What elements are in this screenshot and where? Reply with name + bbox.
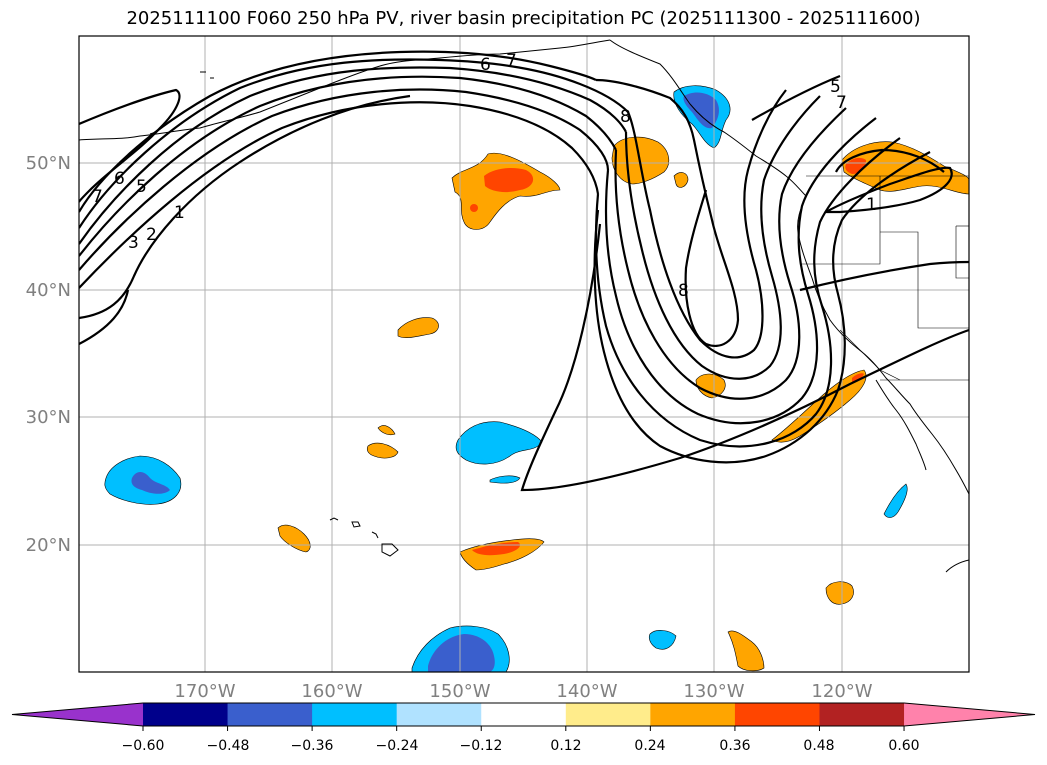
colorbar [11, 702, 1036, 731]
contour-labels: 7 6 5 3 2 1 6 7 8 8 5 7 1 [92, 51, 877, 301]
colorbar-tick-label: 0.60 [888, 738, 919, 754]
colorbar-tick-label: 0.24 [634, 738, 665, 754]
colorbar-extend-max [904, 703, 1035, 726]
colorbar-segment [481, 703, 567, 726]
map-frame [78, 35, 970, 673]
lat-label: 50°N [26, 153, 71, 174]
colorbar-segment [227, 703, 313, 726]
colorbar-tick-label: −0.36 [291, 738, 334, 754]
contour-label: 5 [830, 77, 841, 97]
pv-contours [79, 50, 969, 492]
contour-label: 8 [620, 107, 631, 127]
positive-anomaly-region [459, 538, 545, 571]
contour-label: 1 [174, 203, 185, 223]
lon-label: 120°W [811, 681, 872, 702]
lon-label: 160°W [301, 681, 362, 702]
colorbar-segment [565, 703, 651, 726]
map-title: 2025111100 F060 250 hPa PV, river basin … [126, 8, 921, 29]
graticule [79, 36, 969, 672]
positive-strong-region [484, 168, 534, 193]
lat-label: 20°N [26, 535, 71, 556]
contour-label: 1 [866, 195, 877, 215]
lon-label: 150°W [429, 681, 490, 702]
colorbar-segment [650, 703, 736, 726]
negative-anomaly-region [455, 421, 543, 465]
lat-label: 30°N [26, 407, 71, 428]
colorbar-tick-label: −0.24 [376, 738, 419, 754]
colorbar-tick-label: −0.12 [460, 738, 503, 754]
lon-label: 130°W [683, 681, 744, 702]
colorbar-tick-label: 0.12 [550, 738, 581, 754]
colorbar-extend-min [12, 703, 143, 726]
contour-label: 7 [836, 93, 847, 113]
colorbar-segment [396, 703, 482, 726]
colorbar-segment [143, 703, 229, 726]
contour-label: 8 [678, 281, 689, 301]
contour-label: 7 [506, 51, 517, 71]
colorbar-tick-labels: −0.60 −0.48 −0.36 −0.24 −0.12 0.12 0.24 … [122, 738, 920, 754]
colorbar-tick-label: −0.48 [207, 738, 250, 754]
colorbar-tick-label: 0.48 [803, 738, 834, 754]
colorbar-tick-label: −0.60 [122, 738, 165, 754]
positive-anomaly-region [397, 317, 439, 338]
contour-label: 7 [92, 187, 103, 207]
colorbar-segment [312, 703, 398, 726]
lon-label: 140°W [556, 681, 617, 702]
colorbar-tick-label: 0.36 [719, 738, 750, 754]
latitude-labels: 50°N 40°N 30°N 20°N [26, 153, 71, 556]
contour-label: 3 [128, 233, 139, 253]
colorbar-segment [819, 703, 905, 726]
contour-label: 5 [136, 177, 147, 197]
contour-label: 6 [114, 169, 125, 189]
longitude-labels: 170°W 160°W 150°W 140°W 130°W 120°W [174, 681, 872, 702]
contour-label: 6 [480, 55, 491, 75]
lat-label: 40°N [26, 280, 71, 301]
lon-label: 170°W [174, 681, 235, 702]
contour-label: 2 [146, 225, 157, 245]
map-area [79, 36, 969, 672]
colorbar-segment [734, 703, 820, 726]
islands [149, 71, 399, 557]
